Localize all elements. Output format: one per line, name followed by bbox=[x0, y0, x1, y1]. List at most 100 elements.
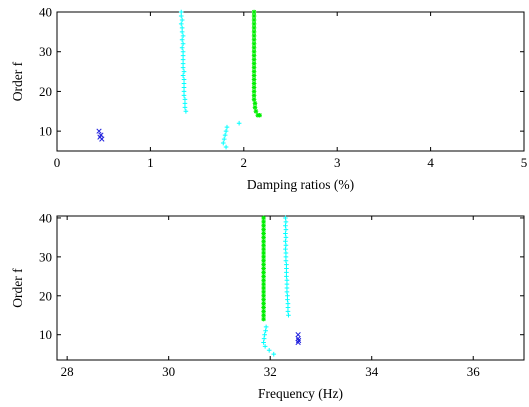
data-point bbox=[284, 277, 290, 283]
data-point bbox=[181, 77, 187, 82]
data-point bbox=[283, 238, 288, 244]
data-point bbox=[180, 41, 186, 47]
data-point bbox=[284, 285, 290, 291]
data-point bbox=[261, 316, 266, 322]
data-point bbox=[252, 105, 258, 110]
y-tick-label: 40 bbox=[39, 5, 52, 20]
data-point bbox=[283, 258, 289, 264]
data-point bbox=[271, 351, 277, 357]
data-point bbox=[223, 128, 229, 134]
data-point bbox=[251, 57, 257, 62]
x-axis-label: Frequency (Hz) bbox=[258, 386, 343, 401]
data-point bbox=[261, 254, 266, 260]
data-point bbox=[251, 73, 257, 78]
data-point bbox=[261, 235, 266, 240]
data-point bbox=[261, 340, 266, 345]
data-point bbox=[251, 53, 257, 58]
y-tick-label: 10 bbox=[39, 124, 52, 139]
data-point bbox=[183, 108, 189, 114]
data-point bbox=[182, 97, 188, 102]
data-point bbox=[263, 328, 268, 334]
data-point bbox=[251, 65, 257, 70]
data-point bbox=[261, 293, 266, 299]
data-point bbox=[261, 285, 266, 291]
data-point bbox=[261, 305, 266, 310]
data-point bbox=[261, 215, 266, 221]
x-tick-label: 1 bbox=[147, 155, 154, 170]
data-point bbox=[284, 274, 289, 279]
data-point bbox=[284, 262, 289, 267]
data-point bbox=[262, 332, 267, 338]
data-point bbox=[261, 309, 266, 314]
data-point bbox=[179, 45, 185, 51]
data-point bbox=[286, 312, 291, 318]
data-point bbox=[182, 101, 188, 106]
y-axis-label: Order f bbox=[10, 61, 25, 101]
data-point bbox=[261, 242, 266, 248]
data-point bbox=[181, 93, 187, 98]
data-point bbox=[283, 227, 289, 232]
data-point bbox=[253, 108, 259, 114]
data-point bbox=[285, 293, 290, 299]
data-point bbox=[262, 344, 268, 349]
data-point bbox=[251, 61, 257, 66]
data-point bbox=[179, 17, 185, 23]
data-point bbox=[261, 262, 266, 267]
data-point bbox=[257, 112, 262, 118]
data-point bbox=[222, 132, 228, 138]
data-point bbox=[283, 250, 289, 256]
y-tick-label: 20 bbox=[39, 288, 52, 303]
data-point bbox=[283, 215, 288, 221]
data-point bbox=[180, 65, 186, 70]
data-point bbox=[283, 231, 288, 236]
data-point bbox=[180, 57, 186, 62]
data-point bbox=[261, 219, 266, 225]
x-tick-label: 34 bbox=[365, 364, 379, 379]
data-point bbox=[251, 93, 257, 98]
data-point bbox=[220, 140, 226, 146]
series-1 bbox=[261, 215, 291, 357]
data-point bbox=[223, 144, 229, 150]
data-point bbox=[285, 305, 291, 310]
data-point bbox=[252, 101, 258, 106]
data-point bbox=[251, 33, 257, 39]
data-point bbox=[284, 289, 290, 295]
series-3 bbox=[96, 128, 105, 142]
data-point bbox=[284, 266, 289, 271]
data-point bbox=[251, 77, 257, 82]
data-point bbox=[261, 266, 266, 271]
y-tick-label: 30 bbox=[39, 44, 52, 59]
data-point bbox=[266, 347, 272, 353]
data-point bbox=[179, 25, 185, 31]
series-2 bbox=[251, 9, 262, 118]
data-point bbox=[181, 85, 187, 90]
data-point bbox=[180, 49, 186, 55]
y-tick-label: 20 bbox=[39, 84, 52, 99]
data-point bbox=[261, 289, 266, 295]
data-point bbox=[251, 41, 257, 47]
x-tick-label: 4 bbox=[427, 155, 434, 170]
data-point bbox=[295, 332, 301, 338]
data-point bbox=[261, 227, 266, 232]
data-point bbox=[180, 61, 186, 66]
data-point bbox=[179, 37, 185, 43]
y-axis-label: Order f bbox=[10, 268, 25, 308]
data-point bbox=[283, 223, 288, 229]
data-point bbox=[261, 238, 266, 244]
data-point bbox=[251, 25, 257, 31]
data-point bbox=[251, 17, 257, 23]
data-point bbox=[261, 312, 266, 318]
data-point bbox=[261, 250, 266, 256]
plot-area-frame bbox=[56, 11, 525, 152]
data-point bbox=[251, 37, 257, 43]
data-point bbox=[178, 21, 184, 27]
data-point bbox=[182, 105, 188, 110]
data-point bbox=[283, 246, 288, 252]
plot-area-frame bbox=[56, 215, 525, 361]
data-point bbox=[261, 281, 266, 287]
data-point bbox=[99, 136, 105, 142]
data-point bbox=[261, 258, 266, 264]
x-tick-label: 0 bbox=[54, 155, 61, 170]
data-point bbox=[224, 124, 230, 130]
